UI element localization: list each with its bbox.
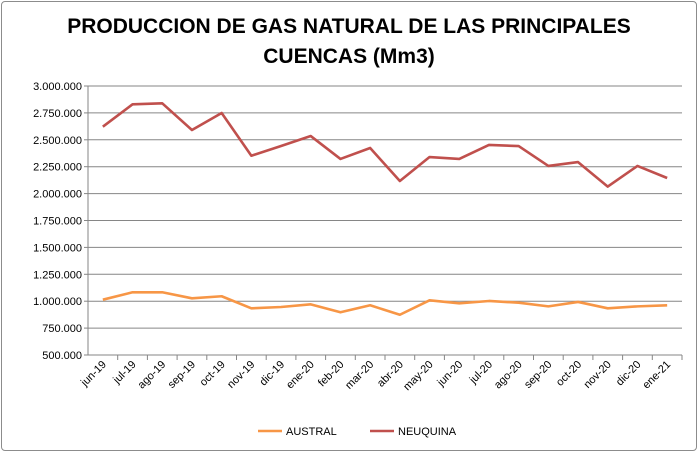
- series-line-neuquina: [102, 102, 668, 188]
- x-tick-label: mar-20: [343, 359, 376, 392]
- y-tick-label: 500.000: [42, 350, 82, 362]
- x-tick-label: jun-20: [435, 359, 466, 390]
- x-tick-label: dic-19: [257, 359, 287, 389]
- x-tick-label: ago-19: [136, 359, 169, 392]
- y-tick-label: 2.000.000: [33, 189, 82, 201]
- chart-title-line-1: PRODUCCION DE GAS NATURAL DE LAS PRINCIP…: [67, 15, 631, 38]
- y-tick-label: 750.000: [42, 323, 82, 335]
- y-tick-label: 3.000.000: [33, 81, 82, 93]
- legend-label-neuquina: NEUQUINA: [398, 426, 457, 438]
- x-tick-label: jul-20: [467, 359, 495, 387]
- y-tick-label: 1.000.000: [33, 296, 82, 308]
- x-tick-label: nov-19: [225, 359, 257, 391]
- x-tick-label: feb-20: [316, 359, 347, 390]
- x-tick-label: ago-20: [492, 359, 525, 392]
- x-tick-label: oct-19: [198, 359, 228, 389]
- x-tick-label: jun-19: [78, 359, 109, 390]
- y-tick-label: 2.500.000: [33, 135, 82, 147]
- x-tick-label: sep-19: [166, 359, 198, 391]
- y-tick-label: 1.250.000: [33, 269, 82, 281]
- x-tick-label: ene-20: [284, 359, 317, 392]
- x-tick-label: ene-21: [641, 359, 674, 392]
- legend-label-austral: AUSTRAL: [286, 426, 337, 438]
- x-tick-label: dic-20: [614, 359, 644, 389]
- y-tick-label: 1.750.000: [33, 216, 82, 228]
- x-tick-label: oct-20: [554, 359, 584, 389]
- x-tick-label: may-20: [401, 359, 435, 393]
- y-tick-label: 2.250.000: [33, 162, 82, 174]
- series-line-austral: [102, 290, 668, 317]
- chart-title: PRODUCCION DE GAS NATURAL DE LAS PRINCIP…: [0, 12, 698, 72]
- y-tick-label: 1.500.000: [33, 242, 82, 254]
- chart-title-line-2: CUENCAS (Mm3): [263, 45, 435, 68]
- x-tick-label: nov-20: [582, 359, 614, 391]
- y-tick-label: 2.750.000: [33, 108, 82, 120]
- x-tick-label: sep-20: [522, 359, 554, 391]
- x-tick-label: jul-19: [110, 359, 138, 387]
